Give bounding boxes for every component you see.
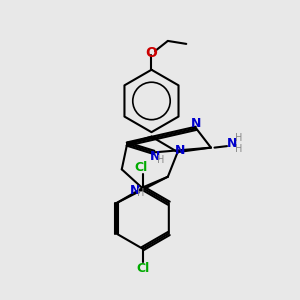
Text: N: N	[130, 184, 141, 196]
Text: N: N	[175, 144, 185, 157]
Text: H: H	[235, 144, 243, 154]
Text: N: N	[227, 137, 238, 150]
Text: O: O	[146, 46, 158, 60]
Text: H: H	[137, 188, 144, 198]
Text: N: N	[150, 150, 161, 163]
Text: Cl: Cl	[134, 161, 148, 174]
Text: Cl: Cl	[136, 262, 149, 275]
Text: H: H	[235, 133, 243, 143]
Text: H: H	[157, 155, 164, 165]
Text: N: N	[191, 117, 201, 130]
